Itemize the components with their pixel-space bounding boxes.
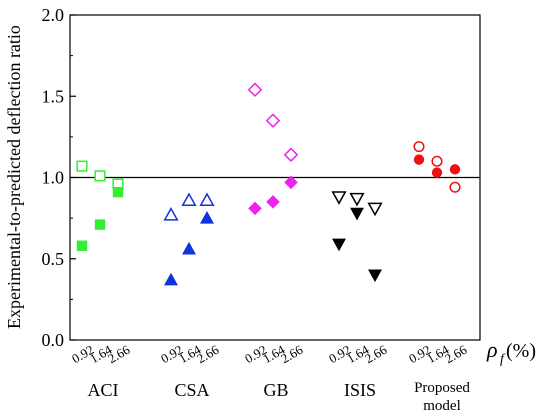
filled-marker-isis (350, 207, 364, 221)
filled-marker-proposed-model (413, 154, 425, 165)
x-tick-label: 2.66 (362, 342, 390, 367)
filled-marker-csa (200, 211, 214, 224)
open-marker-proposed-model (431, 155, 443, 167)
x-axis: 0.921.642.66ACI0.921.642.66CSA0.921.642.… (69, 342, 470, 414)
filled-marker-gb (248, 201, 262, 216)
group-label-aci: ACI (88, 380, 119, 400)
open-marker-csa (199, 192, 215, 207)
filled-marker-aci (94, 219, 106, 230)
open-marker-aci (76, 160, 88, 172)
x-tick-label: 2.66 (105, 342, 133, 367)
group-label-proposed-model: Proposed (414, 380, 470, 396)
group-label-isis: ISIS (344, 380, 376, 400)
data-points (76, 82, 461, 286)
open-marker-csa (163, 207, 179, 221)
x-tick-label: 2.66 (194, 342, 222, 367)
x-tick-label: 2.66 (278, 342, 306, 367)
filled-marker-csa (182, 241, 196, 255)
filled-marker-proposed-model (431, 167, 443, 178)
x-tick-label: 2.66 (442, 342, 470, 367)
filled-marker-aci (76, 240, 88, 251)
group-label-gb: GB (263, 380, 288, 400)
x-axis-label-unit: (%) (506, 340, 536, 362)
open-marker-csa (181, 192, 197, 207)
y-tick-label: 2.0 (42, 5, 65, 25)
x-axis-label-symbol: ρ (486, 337, 498, 362)
group-label-csa: CSA (174, 380, 209, 400)
group-label-proposed-model: model (423, 398, 461, 414)
y-axis: 0.0 0.5 1.0 1.5 2.0 (42, 5, 76, 350)
open-marker-isis (349, 192, 365, 207)
x-axis-label: ρ f (%) (486, 337, 536, 367)
filled-marker-gb (266, 195, 280, 209)
filled-marker-csa (164, 272, 178, 286)
open-marker-isis (331, 191, 347, 205)
filled-marker-isis (368, 269, 382, 283)
y-tick-label: 1.0 (42, 168, 65, 188)
x-axis-label-subscript: f (500, 352, 506, 367)
open-marker-aci (94, 170, 106, 182)
filled-marker-aci (112, 186, 124, 198)
open-marker-isis (367, 202, 383, 217)
y-axis-label: Experimental-to-predicted deflection rat… (4, 25, 24, 329)
open-marker-gb (247, 82, 263, 98)
open-marker-proposed-model (413, 141, 425, 153)
filled-marker-proposed-model (449, 164, 461, 175)
filled-marker-gb (284, 175, 298, 190)
filled-marker-isis (332, 238, 346, 252)
open-marker-proposed-model (449, 181, 461, 193)
y-tick-label: 1.5 (42, 86, 65, 106)
y-tick-label: 0.5 (42, 249, 65, 269)
y-tick-label: 0.0 (42, 330, 65, 350)
open-marker-gb (265, 113, 281, 128)
open-marker-gb (283, 147, 299, 163)
